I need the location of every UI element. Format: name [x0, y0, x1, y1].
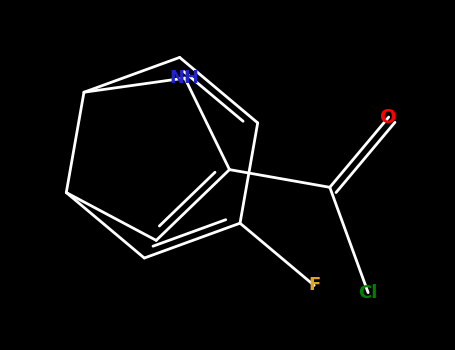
Text: F: F [308, 276, 320, 294]
Text: O: O [380, 107, 397, 127]
Text: NH: NH [170, 69, 200, 87]
Text: Cl: Cl [359, 284, 378, 302]
